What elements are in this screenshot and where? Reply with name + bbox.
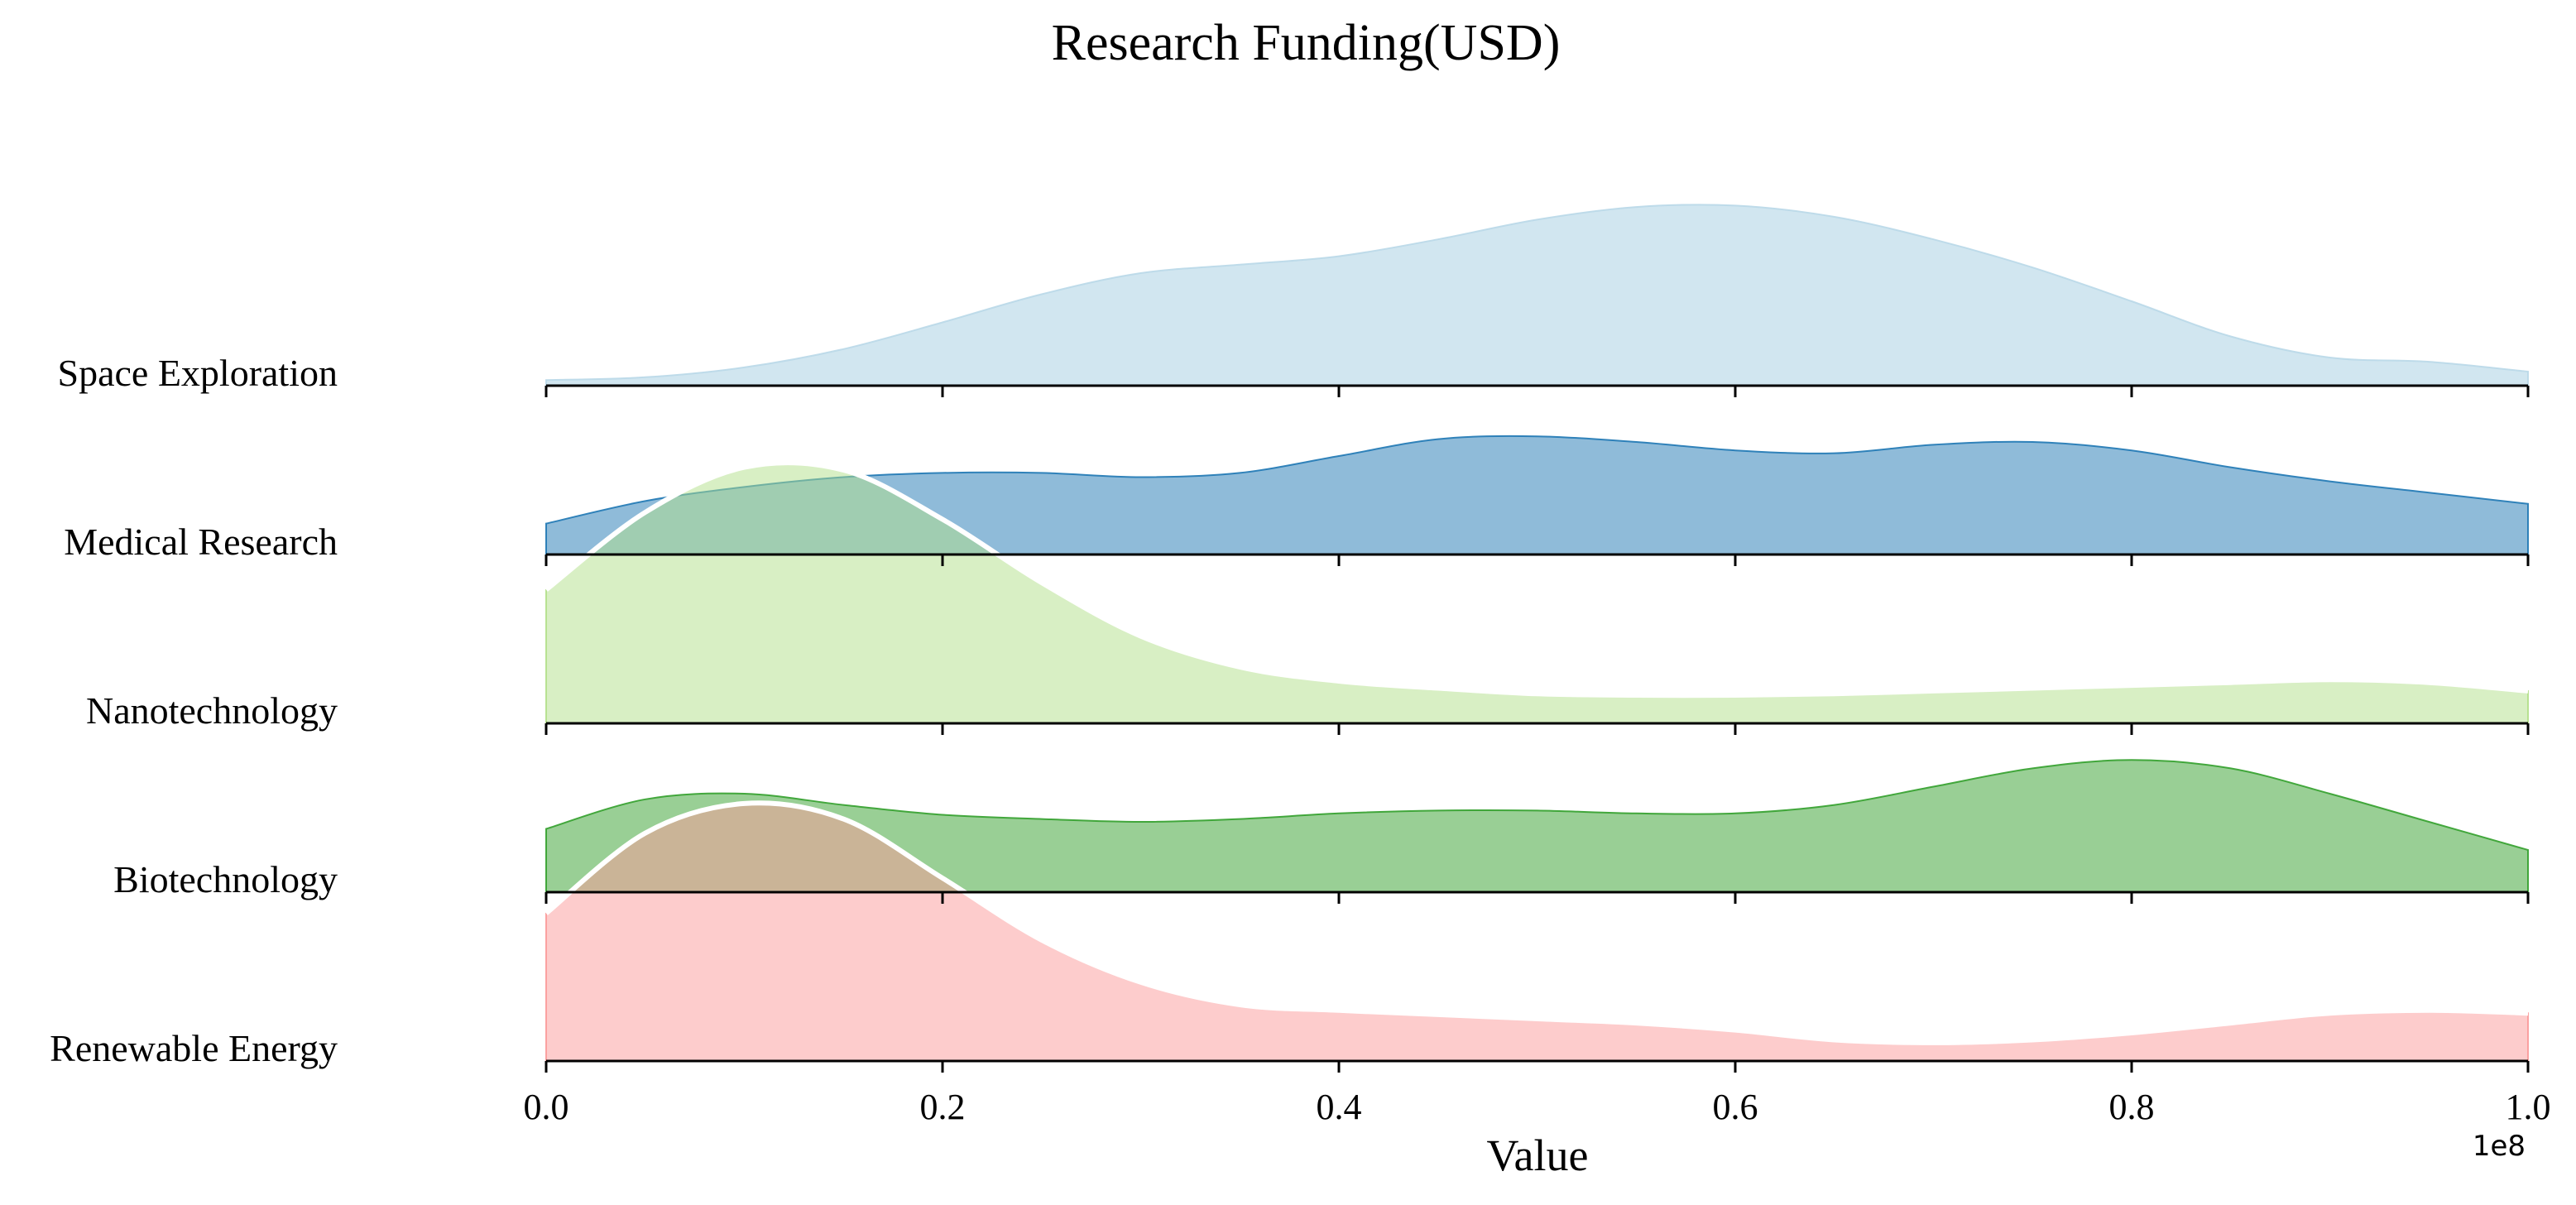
ridge-biotechnology [545, 759, 2529, 893]
category-label-renewable-energy: Renewable Energy [50, 1027, 338, 1069]
x-tick-label: 0.4 [1317, 1087, 1362, 1127]
category-label-space-exploration: Space Exploration [57, 352, 338, 394]
axes: 0.0 0.2 0.4 0.6 0.8 1.0 [524, 384, 2551, 1127]
x-axis-label: Value [1487, 1131, 1589, 1180]
ridges [544, 204, 2529, 1062]
x-tick-label: 0.0 [524, 1087, 569, 1127]
category-labels: Space Exploration Medical Research Nanotec… [50, 352, 338, 1069]
category-label-biotechnology: Biotechnology [113, 858, 338, 900]
x-tick-label: 0.8 [2109, 1087, 2155, 1127]
x-tick-label: 1.0 [2506, 1087, 2551, 1127]
ridge-medical-research [545, 434, 2529, 555]
x-axis-offset-label: 1e8 [2473, 1130, 2526, 1163]
x-tick-label: 0.2 [920, 1087, 966, 1127]
ridge-space-exploration [545, 204, 2529, 386]
category-label-nanotechnology: Nanotechnology [86, 689, 338, 732]
ridge-outline-nanotechnology [544, 460, 2529, 699]
chart-title: Research Funding(USD) [1052, 15, 1561, 71]
ridge-outline-renewable-energy [544, 800, 2529, 1045]
x-tick-label: 0.6 [1713, 1087, 1758, 1127]
category-label-medical-research: Medical Research [64, 521, 338, 563]
